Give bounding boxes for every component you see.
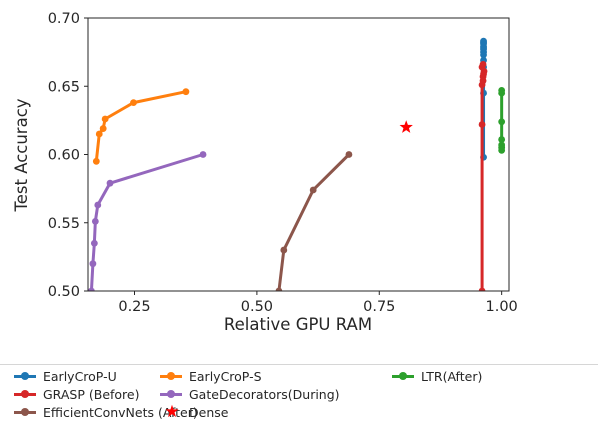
legend-marker-dot: [167, 372, 175, 380]
efficientconvnets-after-line: [277, 153, 351, 291]
y-tick-label: 0.70: [48, 11, 80, 27]
efficientconvnets-after-point: [280, 246, 288, 254]
x-tick-label: 0.50: [241, 299, 273, 315]
x-axis: 0.25 0.50 0.75 1.00: [118, 291, 518, 315]
x-tick-label: 0.25: [118, 299, 150, 315]
gatedecorators-during-point: [106, 179, 114, 187]
legend-label: EarlyCroP-U: [43, 369, 117, 384]
x-axis-title: Relative GPU RAM: [224, 315, 372, 334]
gatedecorators-during-point: [89, 260, 97, 268]
series-layer: [88, 37, 506, 291]
legend-marker-dot: [167, 390, 175, 398]
plot-area: [88, 18, 509, 291]
gatedecorators-during-point: [88, 287, 95, 291]
chart-figure: 0.25 0.50 0.75 1.00 0.50 0.55 0.60 0.65 0.70 Re…: [12, 11, 518, 334]
ltr-after-point: [498, 86, 506, 94]
x-tick-label: 1.00: [486, 299, 518, 315]
y-tick-label: 0.55: [48, 216, 80, 232]
earlycrop-s-point: [182, 88, 190, 96]
legend-label: GateDecorators(During): [189, 387, 340, 402]
y-tick-label: 0.60: [48, 148, 80, 164]
earlycrop-s-point: [101, 115, 109, 123]
gatedecorators-during-point: [199, 151, 207, 158]
earlycrop-s-point: [92, 157, 100, 165]
efficientconvnets-after-series: [275, 151, 353, 291]
y-tick-label: 0.65: [48, 79, 80, 95]
earlycrop-s-point: [99, 125, 107, 132]
legend-marker-dot: [21, 390, 29, 398]
gatedecorators-during-point: [91, 217, 99, 225]
ltr-after-point: [498, 118, 506, 126]
legend-marker-dot: [21, 408, 29, 416]
gatedecorators-during-point: [90, 239, 98, 247]
gatedecorators-during-point: [94, 201, 102, 209]
legend-label: GRASP (Before): [43, 387, 140, 402]
efficientconvnets-after-point: [345, 151, 353, 158]
efficientconvnets-after-point: [275, 287, 283, 291]
ltr-after-point: [498, 136, 506, 143]
grasp-before-series: [478, 61, 488, 291]
y-axis-title: Test Accuracy: [12, 98, 31, 212]
legend-label: Dense: [189, 405, 229, 420]
gatedecorators-during-series: [88, 151, 207, 291]
x-tick-label: 0.75: [363, 299, 395, 315]
y-tick-label: 0.50: [48, 284, 80, 300]
marker-layer: [399, 120, 413, 133]
grasp-before-point: [478, 287, 486, 291]
grasp-before-point: [479, 61, 487, 68]
legend-label: EfficientConvNets (After): [43, 405, 198, 420]
ltr-after-point: [498, 141, 506, 149]
earlycrop-u-point: [480, 37, 487, 45]
y-axis: 0.50 0.55 0.60 0.65 0.70: [48, 11, 88, 300]
legend-marker-dot: [399, 372, 407, 380]
legend-marker-dot: [21, 372, 29, 380]
ltr-after-series: [498, 86, 506, 154]
legend: EarlyCroP-U GRASP (Before) EfficientConvNe…: [0, 364, 598, 422]
earlycrop-s-point: [130, 99, 137, 107]
legend-label: EarlyCroP-S: [189, 369, 262, 384]
legend-label: LTR(After): [421, 369, 483, 384]
earlycrop-s-point: [95, 130, 103, 138]
efficientconvnets-after-point: [309, 186, 317, 194]
grasp-before-point: [478, 121, 486, 128]
earlycrop-s-series: [92, 88, 190, 165]
star-icon: ★: [164, 402, 180, 422]
dense-marker: [399, 120, 413, 133]
earlycrop-s-line: [94, 90, 188, 163]
